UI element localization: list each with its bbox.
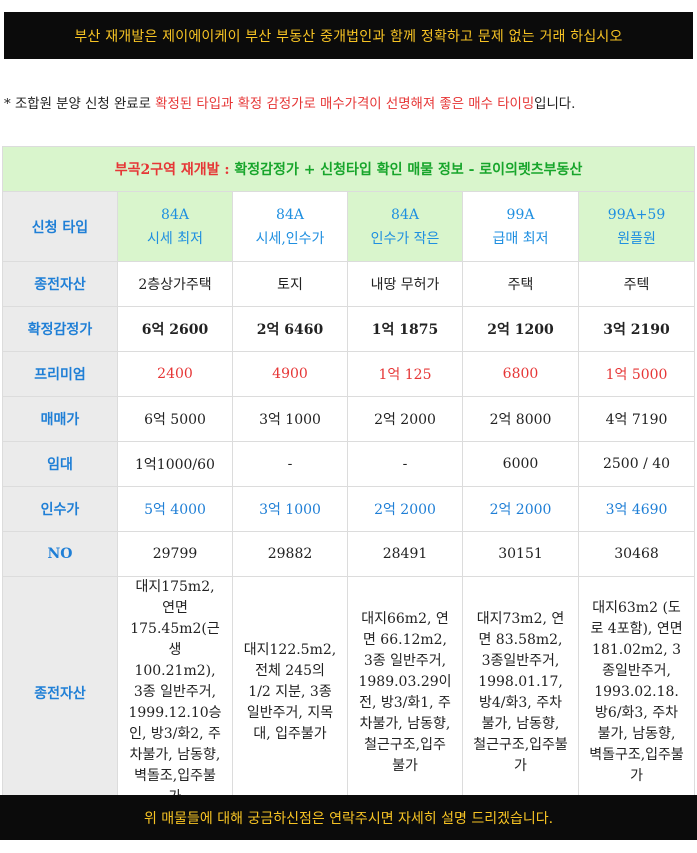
premium-cell: 6800 (462, 351, 579, 397)
premium-cell: 2400 (117, 351, 233, 397)
takeover-cell: 2억 2000 (347, 486, 463, 532)
asset-cell: 주택 (462, 261, 579, 307)
asset-cell: 내땅 무허가 (347, 261, 463, 307)
table-title-project: 부곡2구역 재개발 : (114, 162, 235, 178)
type-name: 84A (161, 206, 189, 223)
type-note: 시세 최저 (147, 230, 203, 247)
table-title: 부곡2구역 재개발 : 확정감정가 + 신청타입 확인 매물 정보 - 로이의렛… (1, 146, 696, 192)
takeover-cell: 2억 2000 (462, 486, 579, 532)
type-name: 99A (506, 206, 535, 223)
type-cell: 99A 급매 최저 (462, 191, 579, 262)
table-row-price: 매매가 6억 5000 3억 1000 2억 2000 2억 8000 4억 7… (2, 396, 696, 442)
premium-cell: 1억 5000 (577, 351, 696, 397)
rent-cell: 1억1000/60 (117, 441, 233, 487)
notice-suffix: 입니다. (534, 97, 576, 112)
appraisal-cell: 3억 2190 (577, 306, 696, 352)
price-cell: 2억 2000 (347, 396, 463, 442)
type-note: 원플원 (617, 230, 656, 247)
row-label-asset-detail: 종전자산 (2, 576, 118, 809)
row-label-rent: 임대 (2, 441, 118, 487)
type-note: 인수가 작은 (370, 230, 440, 247)
row-label-takeover: 인수가 (2, 486, 118, 532)
table-title-desc: 확정감정가 + 신청타입 확인 매물 정보 - 로이의렛츠부동산 (234, 162, 583, 178)
bottom-banner: 위 매물들에 대해 궁금하신점은 연락주시면 자세히 설명 드리겠습니다. (0, 795, 697, 840)
table-row-asset: 종전자산 2층상가주택 토지 내땅 무허가 주택 주텍 (2, 261, 696, 307)
listing-table: 부곡2구역 재개발 : 확정감정가 + 신청타입 확인 매물 정보 - 로이의렛… (1, 146, 696, 809)
notice-text: * 조합원 분양 신청 완료로 확정된 타입과 확정 감정가로 매수가격이 선명… (4, 92, 694, 112)
type-note: 시세,인수가 (255, 230, 325, 247)
top-banner: 부산 재개발은 제이에이케이 부산 부동산 중개법인과 함께 정확하고 문제 없… (0, 0, 697, 73)
takeover-cell: 5억 4000 (117, 486, 233, 532)
table-row-premium: 프리미엄 2400 4900 1억 125 6800 1억 5000 (2, 351, 696, 397)
appraisal-cell: 6억 2600 (117, 306, 233, 352)
takeover-cell: 3억 4690 (577, 486, 696, 532)
appraisal-cell: 2억 1200 (462, 306, 579, 352)
type-name: 84A (276, 206, 304, 223)
table-row-type: 신청 타입 84A 시세 최저 84A 시세,인수가 84A 인수가 작은 99A 급매… (2, 191, 696, 262)
type-name: 84A (391, 206, 419, 223)
table-row-takeover: 인수가 5억 4000 3억 1000 2억 2000 2억 2000 3억 4… (2, 486, 696, 532)
row-label-no: NO (2, 531, 118, 577)
row-label-appraisal: 확정감정가 (2, 306, 118, 352)
premium-cell: 1억 125 (347, 351, 463, 397)
table-title-row: 부곡2구역 재개발 : 확정감정가 + 신청타입 확인 매물 정보 - 로이의렛… (1, 146, 696, 192)
notice-prefix: * 조합원 분양 신청 완료로 (4, 97, 156, 112)
premium-cell: 4900 (232, 351, 348, 397)
listing-no-cell: 30468 (577, 531, 696, 577)
price-cell: 2억 8000 (462, 396, 579, 442)
table-row-appraisal: 확정감정가 6억 2600 2억 6460 1억 1875 2억 1200 3억… (2, 306, 696, 352)
asset-cell: 토지 (232, 261, 348, 307)
notice-highlight: 확정된 타입과 확정 감정가로 매수가격이 선명해져 좋은 매수 타이밍 (155, 97, 535, 112)
asset-cell: 주텍 (577, 261, 696, 307)
row-label-premium: 프리미엄 (2, 351, 118, 397)
top-banner-text: 부산 재개발은 제이에이케이 부산 부동산 중개법인과 함께 정확하고 문제 없… (4, 12, 693, 59)
asset-detail-cell: 대지63m2 (도로 4포함), 연면 181.02m2, 3종일반주거, 19… (577, 576, 696, 809)
listing-no-cell: 29799 (117, 531, 233, 577)
type-name: 99A+59 (607, 206, 666, 223)
row-label-type: 신청 타입 (2, 191, 118, 262)
appraisal-cell: 1억 1875 (347, 306, 463, 352)
takeover-cell: 3억 1000 (232, 486, 348, 532)
row-label-asset: 종전자산 (2, 261, 118, 307)
table-row-asset-detail: 종전자산 대지175m2, 연면 175.45m2(근생 100.21m2), … (2, 576, 696, 809)
price-cell: 3억 1000 (232, 396, 348, 442)
price-cell: 6억 5000 (117, 396, 233, 442)
type-cell: 84A 인수가 작은 (347, 191, 463, 262)
row-label-price: 매매가 (2, 396, 118, 442)
price-cell: 4억 7190 (577, 396, 696, 442)
asset-detail-cell: 대지122.5m2, 전체 245의 1/2 지분, 3종일반주거, 지목 대,… (232, 576, 348, 809)
type-cell: 84A 시세 최저 (117, 191, 233, 262)
asset-detail-cell: 대지66m2, 연면 66.12m2, 3종 일반주거, 1989.03.29이… (347, 576, 463, 809)
asset-detail-cell: 대지73m2, 연면 83.58m2, 3종일반주거, 1998.01.17, … (462, 576, 579, 809)
asset-cell: 2층상가주택 (117, 261, 233, 307)
type-cell: 84A 시세,인수가 (232, 191, 348, 262)
type-note: 급매 최저 (492, 230, 549, 247)
listing-no-cell: 29882 (232, 531, 348, 577)
asset-detail-cell: 대지175m2, 연면 175.45m2(근생 100.21m2), 3종 일반… (117, 576, 233, 809)
listing-no-cell: 30151 (462, 531, 579, 577)
rent-cell: - (232, 441, 348, 487)
rent-cell: - (347, 441, 463, 487)
type-cell: 99A+59 원플원 (577, 191, 696, 262)
appraisal-cell: 2억 6460 (232, 306, 348, 352)
rent-cell: 6000 (462, 441, 579, 487)
table-row-no: NO 29799 29882 28491 30151 30468 (2, 531, 696, 577)
listing-no-cell: 28491 (347, 531, 463, 577)
table-row-rent: 임대 1억1000/60 - - 6000 2500 / 40 (2, 441, 696, 487)
rent-cell: 2500 / 40 (577, 441, 696, 487)
